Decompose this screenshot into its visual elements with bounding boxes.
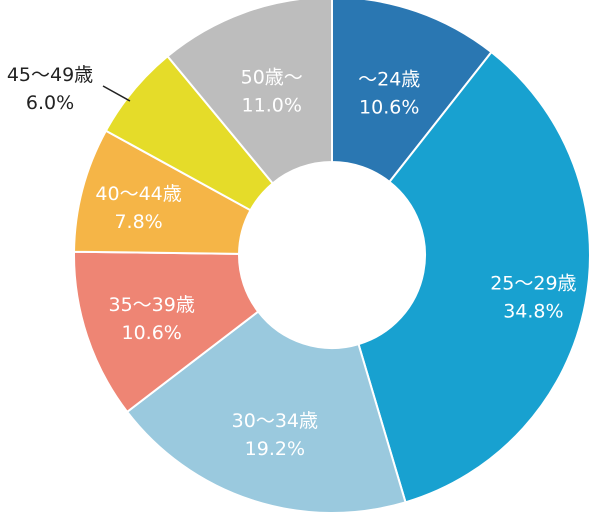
slice-value-40-44: 7.8% [114, 211, 162, 233]
slice-label-30-34: 30～34歳 [232, 410, 318, 432]
chart-labels: ～24歳 10.6% 25～29歳 34.8% 30～34歳 19.2% 35～39歳 10.… [7, 64, 577, 460]
leader-line-45-49 [102, 85, 131, 102]
slice-label-24: ～24歳 [358, 69, 420, 91]
slice-value-50: 11.0% [242, 95, 302, 117]
slice-35-39 [73, 250, 260, 414]
slice-label-35-39: 35～39歳 [108, 294, 194, 316]
slice-value-24: 10.6% [359, 97, 419, 119]
slice-label-40-44: 40～44歳 [95, 183, 181, 205]
slice-label-50: 50歳～ [241, 67, 303, 89]
slice-label-25-29: 25～29歳 [490, 272, 576, 294]
slice-30-34 [125, 310, 407, 514]
slice-label-45-49: 45～49歳 [7, 64, 93, 86]
chart-slices [73, 0, 590, 514]
slice-value-30-34: 19.2% [245, 438, 305, 460]
slice-value-25-29: 34.8% [503, 300, 563, 322]
slice-50 [166, 0, 333, 185]
slice-25-29 [357, 50, 590, 504]
slice-24 [331, 0, 493, 184]
slice-value-35-39: 10.6% [121, 322, 181, 344]
slice-value-45-49: 6.0% [26, 92, 74, 114]
